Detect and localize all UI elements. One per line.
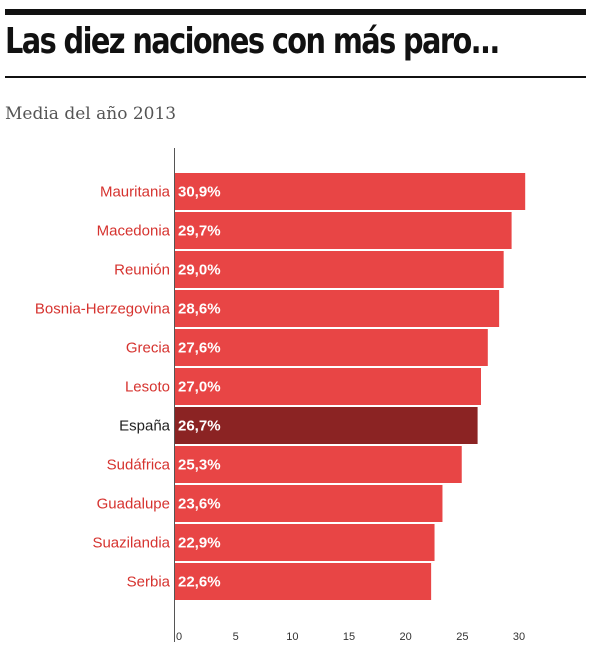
value-label-mauritania: 30,9%: [178, 184, 221, 201]
category-label-lesoto: Lesoto: [125, 379, 170, 396]
value-label-espana: 26,7%: [178, 418, 221, 435]
bar-lesoto: [175, 368, 481, 405]
x-tick-label-15: 15: [343, 631, 355, 643]
value-label-lesoto: 27,0%: [178, 379, 221, 396]
value-label-suazilandia: 22,9%: [178, 535, 221, 552]
x-tick-label-0: 0: [176, 631, 182, 643]
bar-bosnia-herzegovina: [175, 290, 500, 327]
category-label-serbia: Serbia: [127, 574, 171, 591]
category-label-macedonia: Macedonia: [97, 223, 171, 240]
chart-title: Las diez naciones con más paro...: [5, 21, 500, 62]
x-tick-group: 0 5 10 15 20 25 30: [176, 631, 525, 643]
bar-reunion: [175, 251, 504, 288]
bar-serbia: [175, 563, 432, 600]
x-tick-label-5: 5: [233, 631, 239, 643]
bar-guadalupe: [175, 485, 443, 522]
bar-mauritania: [175, 173, 526, 210]
value-label-macedonia: 29,7%: [178, 223, 221, 240]
bar-sudafrica: [175, 446, 462, 483]
bar-suazilandia: [175, 524, 435, 561]
category-label-bosnia-herzegovina: Bosnia-Herzegovina: [35, 301, 171, 318]
value-label-serbia: 22,6%: [178, 574, 221, 591]
value-label-bosnia-herzegovina: 28,6%: [178, 301, 221, 318]
category-label-espana: España: [119, 418, 171, 435]
x-tick-label-25: 25: [456, 631, 468, 643]
category-label-sudafrica: Sudáfrica: [107, 457, 171, 474]
category-label-mauritania: Mauritania: [100, 184, 171, 201]
bar-grecia: [175, 329, 488, 366]
bar-macedonia: [175, 212, 512, 249]
value-label-grecia: 27,6%: [178, 340, 221, 357]
x-tick-label-30: 30: [513, 631, 525, 643]
x-tick-label-20: 20: [400, 631, 412, 643]
top-rule: [5, 9, 586, 15]
value-label-reunion: 29,0%: [178, 262, 221, 279]
bar-espana: [175, 407, 478, 444]
category-label-guadalupe: Guadalupe: [97, 496, 170, 513]
category-label-suazilandia: Suazilandia: [92, 535, 170, 552]
category-label-grecia: Grecia: [126, 340, 171, 357]
x-tick-label-10: 10: [286, 631, 298, 643]
value-label-guadalupe: 23,6%: [178, 496, 221, 513]
bars-group: Mauritania 30,9% Macedonia 29,7% Reunión 29,0…: [35, 173, 526, 600]
chart-subtitle: Media del año 2013: [5, 104, 177, 124]
value-label-sudafrica: 25,3%: [178, 457, 221, 474]
category-label-reunion: Reunión: [114, 262, 170, 279]
title-rule: [5, 76, 586, 78]
